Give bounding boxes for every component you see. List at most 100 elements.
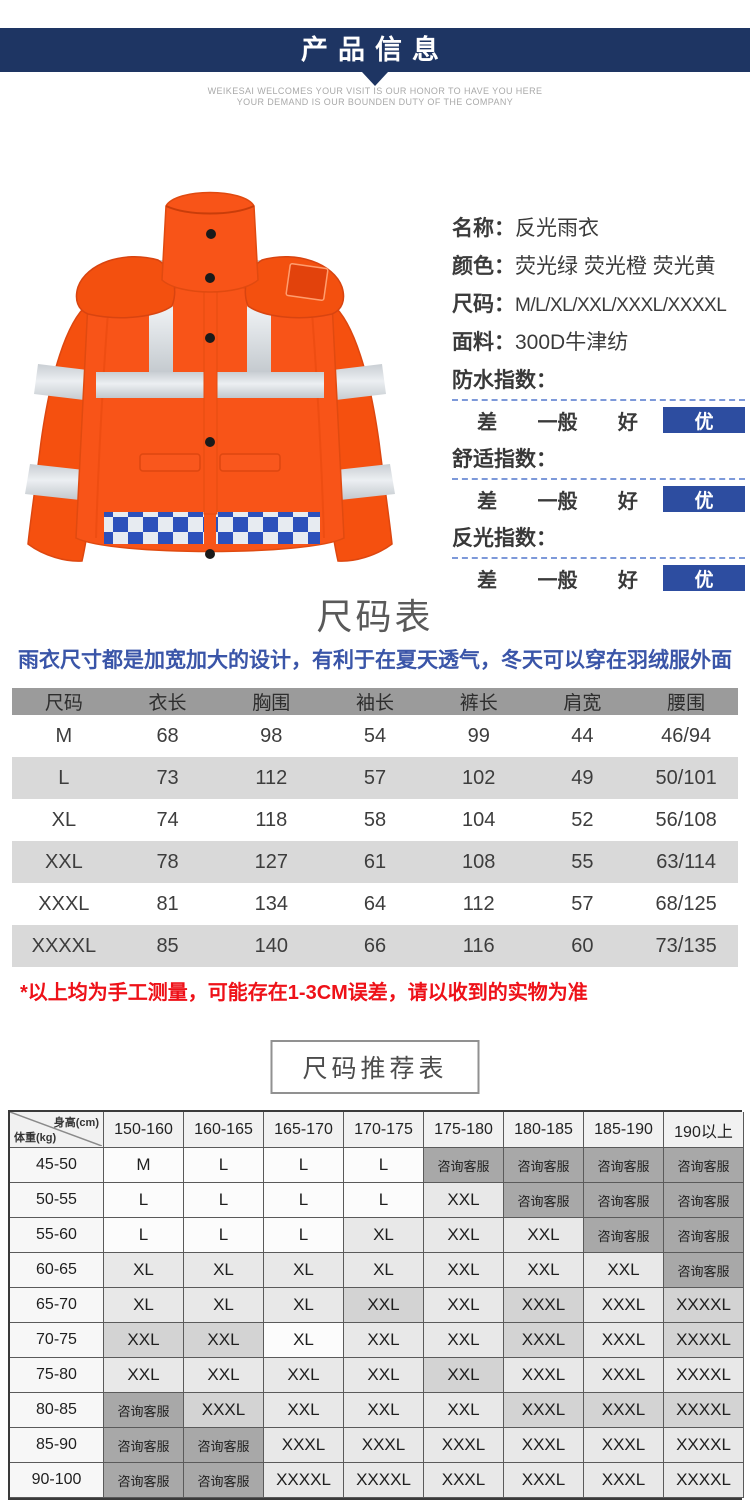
rec-cell: L (264, 1148, 344, 1183)
rec-weight-cell: 70-75 (10, 1323, 104, 1358)
rec-cell: 咨询客服 (664, 1253, 744, 1288)
rec-cell: XXL (424, 1288, 504, 1323)
rec-header-cell: 170-175 (344, 1112, 424, 1148)
rec-cell: XXXXL (664, 1323, 744, 1358)
rec-cell: XXL (264, 1358, 344, 1393)
measurement-note: *以上均为手工测量，可能存在1-3CM误差，请以收到的实物为准 (20, 982, 588, 1004)
size-table-cell: 56/108 (655, 808, 717, 831)
rating-step: 一般 (537, 490, 578, 513)
size-table-cell: 68/125 (655, 892, 717, 915)
rating-step: 好 (617, 411, 638, 434)
section-header-bar: 产品信息 (0, 28, 750, 72)
rec-cell: XXXL (584, 1428, 664, 1463)
size-table-row: XXXL 81 134 64 112 57 68/125 (12, 883, 738, 925)
rec-weight-cell: 45-50 (10, 1148, 104, 1183)
rec-cell: XXXL (184, 1393, 264, 1428)
rec-weight-cell: 55-60 (10, 1218, 104, 1253)
size-table-cell: 127 (254, 850, 288, 873)
rec-cell: XXL (344, 1323, 424, 1358)
rec-cell: XXXL (584, 1358, 664, 1393)
rec-cell: XXXXL (664, 1358, 744, 1393)
rec-cell: XXXL (584, 1288, 664, 1323)
rec-cell: 咨询客服 (504, 1183, 584, 1218)
size-table-cell: XXL (44, 850, 83, 873)
rec-cell: L (264, 1183, 344, 1218)
size-table-cell: 102 (462, 766, 496, 789)
rec-weight-cell: 80-85 (10, 1393, 104, 1428)
corner-weight-label: 体重(kg) (14, 1132, 57, 1144)
rating-step: 好 (617, 569, 638, 592)
rating-index: 反光指数： 差 一般 好 优 (452, 522, 745, 592)
size-table-cell: 63/114 (656, 850, 716, 873)
rec-cell: XXXL (584, 1463, 664, 1498)
size-table-cell: 58 (363, 808, 387, 831)
size-table-cell: 60 (571, 934, 594, 957)
size-table-cell: 74 (156, 808, 179, 831)
rec-cell: 咨询客服 (664, 1183, 744, 1218)
size-table-cell: M (55, 724, 73, 747)
size-table-cell: 85 (156, 934, 179, 957)
company-tagline: WEIKESAI WELCOMES YOUR VISIT IS OUR HONO… (0, 86, 750, 108)
rating-step: 好 (617, 490, 638, 513)
rec-cell: M (104, 1148, 184, 1183)
detail-lines: 名称：反光雨衣 颜色：荧光绿 荧光橙 荧光黄 尺码：M/L/XL/XXL/XXXL/… (452, 212, 745, 354)
rating-index: 防水指数： 差 一般 好 优 (452, 364, 745, 434)
rec-cell: XXXL (424, 1428, 504, 1463)
detail-value: 反光雨衣 (515, 217, 599, 240)
rec-header-cell: 180-185 (504, 1112, 584, 1148)
detail-value: 300D牛津纺 (515, 331, 629, 354)
rec-cell: XXXXL (264, 1463, 344, 1498)
detail-line: 尺码：M/L/XL/XXL/XXXL/XXXXL (452, 288, 745, 316)
rating-scale-row: 差 一般 好 优 (452, 478, 745, 513)
rec-cell: XL (104, 1288, 184, 1323)
page-title: 产品信息 (301, 35, 449, 65)
size-table-cell: 66 (363, 934, 387, 957)
rec-cell: L (264, 1218, 344, 1253)
detail-line: 颜色：荧光绿 荧光橙 荧光黄 (452, 250, 745, 278)
detail-line: 面料：300D牛津纺 (452, 326, 745, 354)
rating-index-blocks: 防水指数：差一般好优舒适指数：差一般好优反光指数：差一般好优 (452, 364, 745, 592)
rec-cell: XXXL (264, 1428, 344, 1463)
size-table-header-row: 尺码 衣长 胸围 袖长 裤长 肩宽 腰围 (12, 688, 738, 715)
rec-cell: 咨询客服 (184, 1463, 264, 1498)
size-table-row: M 68 98 54 99 44 46/94 (12, 715, 738, 757)
size-chart-title: 尺码表 (316, 596, 434, 637)
rating-step: 一般 (537, 569, 578, 592)
rec-cell: 咨询客服 (424, 1148, 504, 1183)
size-table-header-cell: 袖长 (355, 693, 394, 714)
rec-cell: L (344, 1183, 424, 1218)
diagonal-divider (10, 1112, 102, 1146)
size-table-cell: 134 (254, 892, 288, 915)
size-table-row: XXL 78 127 61 108 55 63/114 (12, 841, 738, 883)
size-table-row: XL 74 118 58 104 52 56/108 (12, 799, 738, 841)
rec-cell: XXL (504, 1218, 584, 1253)
rec-cell: 咨询客服 (584, 1148, 664, 1183)
rec-cell: XXXL (504, 1463, 584, 1498)
rec-cell: XL (104, 1253, 184, 1288)
rating-scale-row: 差 一般 好 优 (452, 557, 745, 592)
rec-cell: XXL (504, 1253, 584, 1288)
rec-weight-cell: 65-70 (10, 1288, 104, 1323)
product-image (25, 191, 395, 562)
size-table-cell: 73 (156, 766, 179, 789)
rec-weight-cell: 75-80 (10, 1358, 104, 1393)
size-table-cell: 118 (255, 808, 288, 831)
rating-step: 一般 (537, 411, 578, 434)
size-table-cell: 46/94 (661, 724, 712, 747)
size-recommend-table: 身高(cm) 体重(kg) 150-160 160-165 165-170 170-1… (8, 1110, 744, 1500)
size-table-header-cell: 肩宽 (563, 693, 602, 714)
rating-index: 舒适指数： 差 一般 好 优 (452, 443, 745, 513)
rec-header-cell: 185-190 (584, 1112, 664, 1148)
size-table-row: XXXXL 85 140 66 116 60 73/135 (12, 925, 738, 967)
size-table-cell: XL (51, 808, 77, 831)
size-table-cell: 50/101 (655, 766, 717, 789)
size-table-cell: 57 (571, 892, 594, 915)
rec-header-cell: 150-160 (104, 1112, 184, 1148)
rating-scale-row: 差 一般 好 优 (452, 399, 745, 434)
rec-cell: L (184, 1183, 264, 1218)
rec-header-cell: 165-170 (264, 1112, 344, 1148)
rating-step: 差 (477, 411, 498, 434)
rating-step: 差 (477, 569, 498, 592)
size-table-cell: 44 (571, 724, 594, 747)
rec-cell: XL (344, 1218, 424, 1253)
